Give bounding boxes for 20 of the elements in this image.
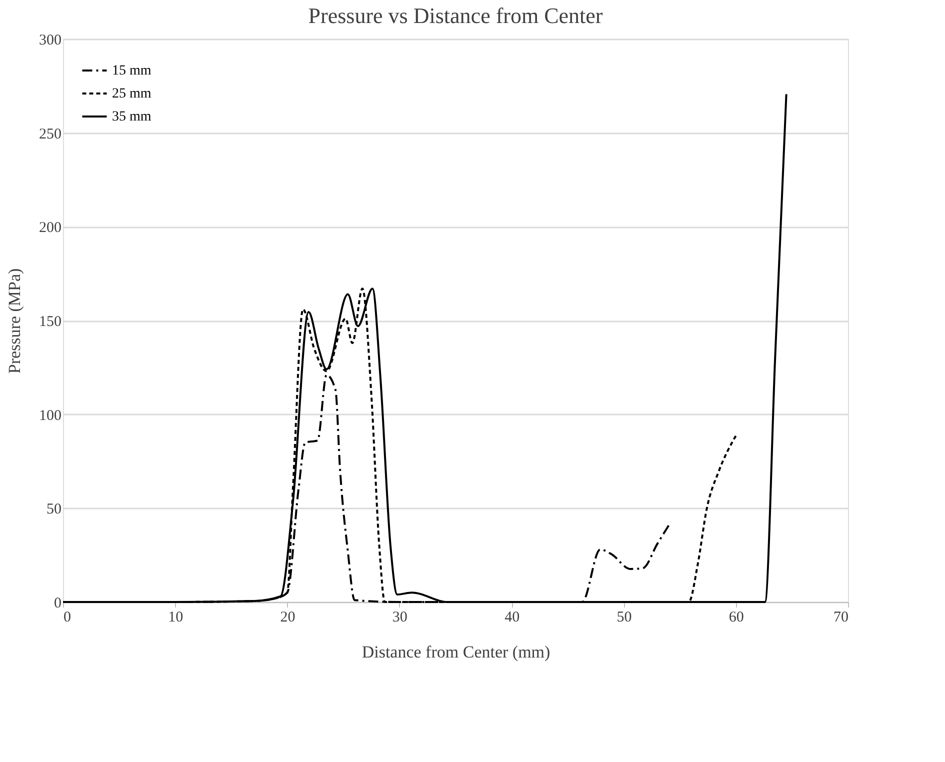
legend-label: 35 mm <box>112 110 152 124</box>
y-tick-label: 50 <box>46 502 62 518</box>
y-axis-title: Pressure (MPa) <box>5 268 24 374</box>
y-tick-label: 300 <box>39 32 62 48</box>
x-tick-label: 50 <box>616 610 632 626</box>
y-tick-label: 150 <box>39 314 62 330</box>
x-tick-label: 10 <box>168 610 184 626</box>
chart-title: Pressure vs Distance from Center <box>308 3 604 28</box>
x-tick-label: 70 <box>834 610 848 626</box>
y-tick-label: 0 <box>54 596 62 612</box>
x-tick-label: 20 <box>280 610 296 626</box>
x-axis-title: Distance from Center (mm) <box>362 642 550 662</box>
x-tick-label: 60 <box>728 610 744 626</box>
y-tick-label: 250 <box>39 126 62 142</box>
y-tick-label: 100 <box>39 408 62 424</box>
legend-label: 25 mm <box>112 86 152 102</box>
x-tick-label: 40 <box>504 610 520 626</box>
x-tick-label: 30 <box>392 610 408 626</box>
y-tick-label: 200 <box>39 220 62 236</box>
legend-label: 15 mm <box>112 64 152 78</box>
